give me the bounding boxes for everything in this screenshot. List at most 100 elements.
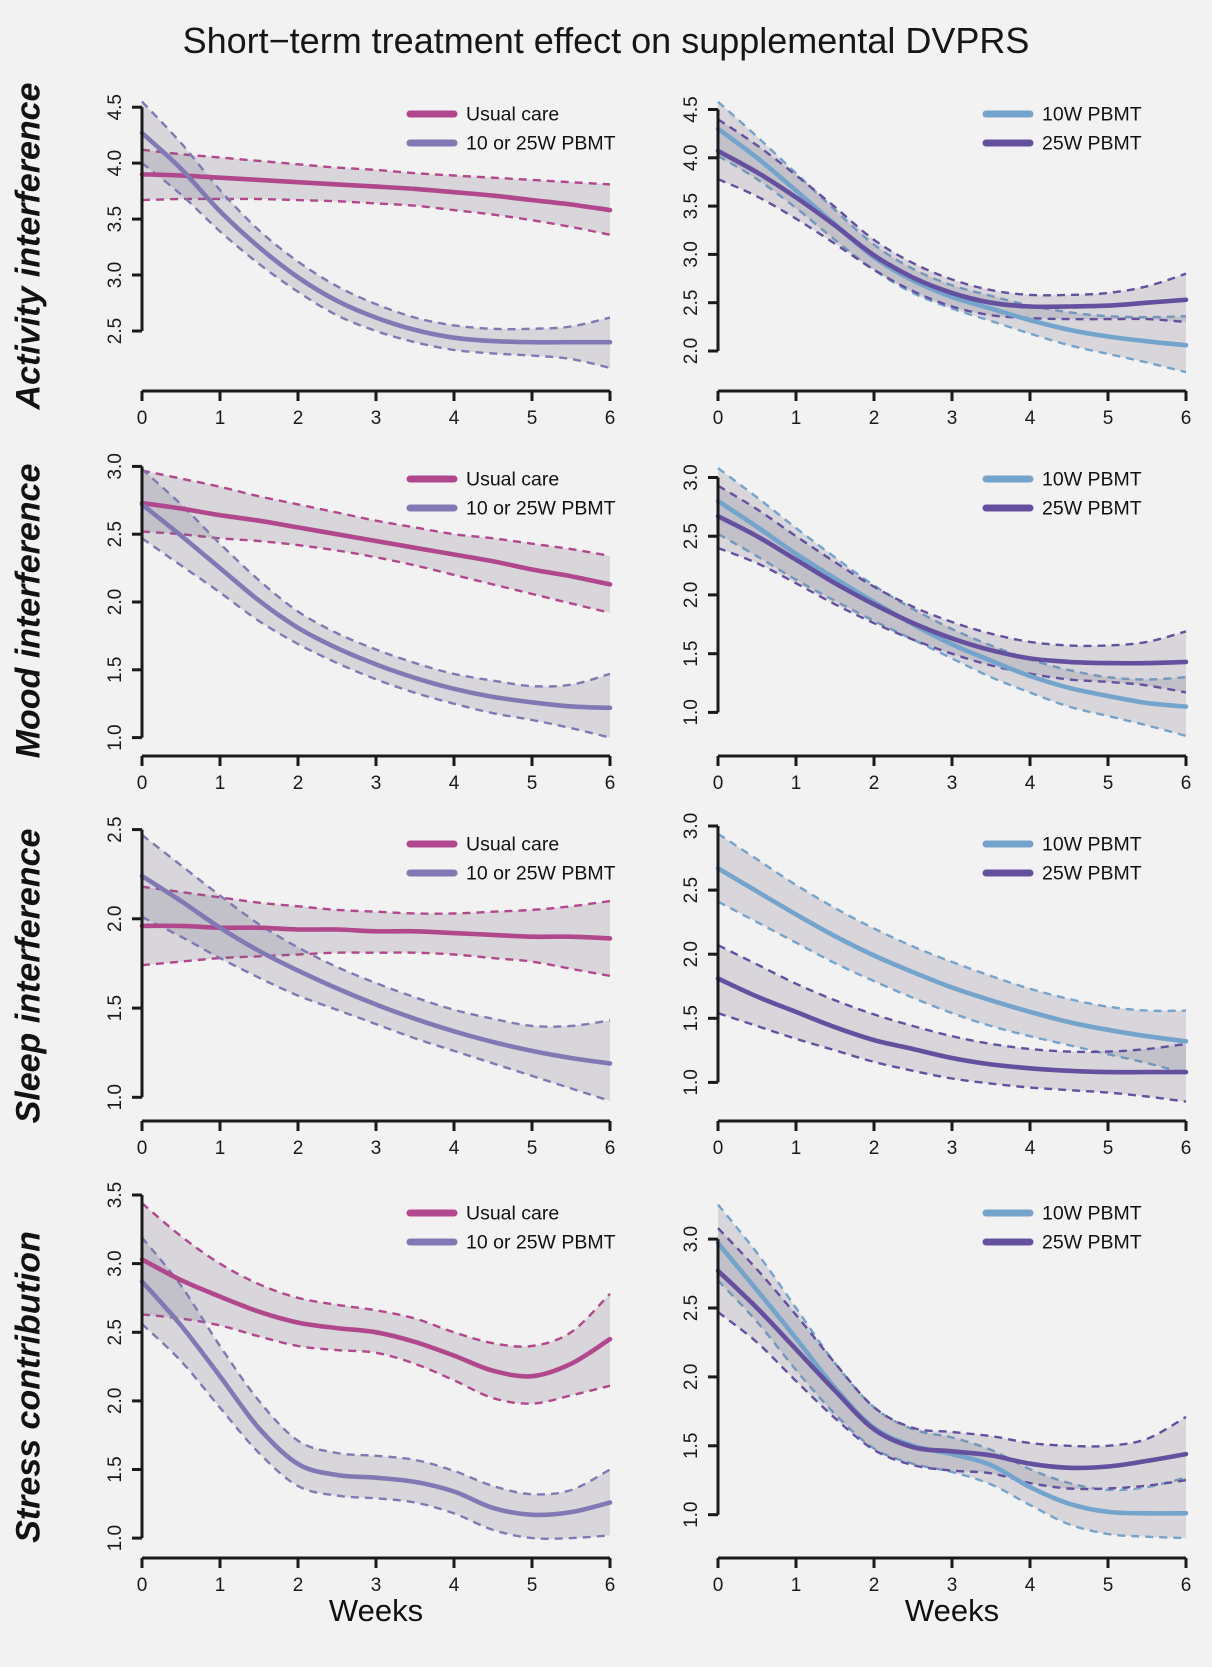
- row-ylabel-col: Stress contribution: [0, 1173, 58, 1638]
- legend-label-0: 10W PBMT: [1042, 104, 1142, 126]
- y-tick-label: 3.0: [681, 464, 702, 490]
- x-tick-label: 0: [137, 1138, 148, 1159]
- ci-band-1: [717, 484, 1187, 694]
- y-tick-label: 3.5: [681, 193, 702, 219]
- x-axis: 0 1 2 3 4 5 6: [713, 754, 1191, 794]
- row-ylabel: Mood interference: [9, 463, 48, 759]
- ci-upper-line: [717, 1203, 1187, 1492]
- y-tick-label: 2.5: [105, 521, 126, 547]
- x-tick-label: 3: [371, 1575, 382, 1596]
- mean-line-0: [715, 498, 1189, 709]
- ci-upper-line: [717, 1227, 1187, 1448]
- ci-lower-line: [717, 900, 1187, 1075]
- x-tick-label: 3: [947, 773, 958, 794]
- ci-upper-line: [717, 118, 1187, 297]
- ci-lower-line: [717, 546, 1187, 694]
- ci-band-0: [141, 148, 611, 236]
- x-tick-label: 0: [713, 408, 724, 429]
- x-tick-label: 6: [605, 408, 616, 429]
- row-ylabel: Sleep interference: [9, 828, 48, 1124]
- y-tick-label: 4.0: [105, 150, 126, 176]
- y-axis: 1.0 1.5 2.0 2.5 3.0: [105, 453, 144, 751]
- x-tick-label: 0: [137, 773, 148, 794]
- x-tick-label: 1: [215, 408, 226, 429]
- x-tick-label: 2: [293, 1138, 304, 1159]
- legend: Usual care 10 or 25W PBMT: [406, 104, 616, 155]
- x-axis-label: Weeks: [905, 1593, 999, 1628]
- y-axis: 1.0 1.5 2.0 2.5 3.0: [681, 464, 720, 726]
- ci-upper-line: [141, 1202, 611, 1348]
- y-axis: 1.0 1.5 2.0 2.5 3.0: [681, 813, 720, 1096]
- y-tick-label: 2.0: [105, 589, 126, 615]
- y-tick-label: 3.0: [681, 813, 702, 839]
- x-tick-label: 0: [713, 773, 724, 794]
- x-tick-label: 3: [371, 408, 382, 429]
- ci-lower-line: [141, 915, 611, 1103]
- legend-label-1: 25W PBMT: [1042, 498, 1142, 520]
- legend-label-1: 10 or 25W PBMT: [466, 863, 616, 885]
- panel-sleep-left-chart: 1.0 1.5 2.0 2.5 0 1 2 3 4 5 6 Usual care 10 or 25W P…: [105, 816, 616, 1159]
- x-tick-label: 2: [869, 1575, 880, 1596]
- y-tick-label: 1.5: [681, 1433, 702, 1459]
- y-tick-label: 3.0: [681, 1226, 702, 1252]
- y-tick-label: 2.5: [681, 877, 702, 903]
- mean-line-0: [139, 172, 613, 213]
- chart-grid: Activity interference 2.5 3.0 3.5 4.0 4.5 0 1 2 3…: [0, 78, 1212, 1638]
- x-tick-label: 0: [713, 1575, 724, 1596]
- mean-line-1: [715, 976, 1189, 1075]
- legend-label-0: 10W PBMT: [1042, 469, 1142, 491]
- ci-band-0: [141, 1202, 611, 1405]
- panel-mood-left: 1.0 1.5 2.0 2.5 3.0 0 1 2 3 4 5 6 Usual care 10 or 25…: [58, 443, 634, 808]
- y-tick-label: 3.0: [105, 1250, 126, 1276]
- mean-line-1: [139, 130, 613, 345]
- legend: Usual care 10 or 25W PBMT: [406, 469, 616, 520]
- mean-line-1: [715, 1268, 1189, 1471]
- x-axis: 0 1 2 3 4 5 6: [713, 389, 1192, 429]
- panel-activity-left-chart: 2.5 3.0 3.5 4.0 4.5 0 1 2 3 4 5 6 Usual care 10 or 25…: [105, 94, 616, 429]
- y-tick-label: 1.5: [105, 657, 126, 683]
- y-tick-label: 2.5: [105, 1319, 126, 1345]
- panel-stress-left: 1.0 1.5 2.0 2.5 3.0 3.5 0 1 2 3 4 5 6 Weeks Usual care…: [58, 1173, 634, 1638]
- x-tick-label: 6: [1181, 408, 1192, 429]
- x-axis-label: Weeks: [329, 1593, 423, 1628]
- ci-lower-line: [717, 178, 1187, 324]
- ci-lower-line: [141, 162, 611, 370]
- x-tick-label: 5: [1103, 1138, 1114, 1159]
- ci-lower-line: [141, 537, 611, 739]
- ci-band-0: [717, 832, 1187, 1075]
- x-tick-label: 6: [605, 1575, 616, 1596]
- y-tick-label: 2.5: [105, 816, 126, 842]
- y-tick-label: 4.0: [681, 145, 702, 171]
- mean-line-1: [139, 502, 613, 711]
- mean-line-0: [715, 866, 1189, 1044]
- chart-row-0: Activity interference 2.5 3.0 3.5 4.0 4.5 0 1 2 3…: [0, 78, 1212, 443]
- x-tick-label: 0: [137, 408, 148, 429]
- ci-lower-line: [717, 1279, 1187, 1540]
- x-tick-label: 1: [791, 408, 802, 429]
- x-tick-label: 4: [449, 1575, 460, 1596]
- panel-sleep-left: 1.0 1.5 2.0 2.5 0 1 2 3 4 5 6 Usual care 10 or 25W P…: [58, 808, 634, 1173]
- ci-band-1: [717, 944, 1187, 1103]
- y-tick-label: 1.0: [105, 724, 126, 750]
- x-tick-label: 5: [527, 408, 538, 429]
- y-tick-label: 3.5: [105, 206, 126, 232]
- y-tick-label: 2.0: [681, 582, 702, 608]
- ci-upper-line: [717, 944, 1187, 1054]
- x-axis: 0 1 2 3 4 5 6: [137, 1119, 615, 1159]
- mean-line-0: [139, 1257, 613, 1379]
- ci-upper-line: [717, 467, 1187, 681]
- panel-mood-left-chart: 1.0 1.5 2.0 2.5 3.0 0 1 2 3 4 5 6 Usual care 10 or 25…: [105, 453, 616, 794]
- y-tick-label: 4.5: [105, 94, 126, 120]
- x-tick-label: 2: [869, 773, 880, 794]
- panel-stress-right: 1.0 1.5 2.0 2.5 3.0 0 1 2 3 4 5 6 Weeks 10W PBMT 25W P…: [634, 1173, 1210, 1638]
- x-tick-label: 5: [527, 1138, 538, 1159]
- ci-upper-line: [717, 832, 1187, 1013]
- y-tick-label: 3.5: [105, 1182, 126, 1208]
- ci-lower-line: [717, 1011, 1187, 1103]
- legend-label-0: Usual care: [466, 469, 559, 491]
- legend-label-1: 10 or 25W PBMT: [466, 1232, 616, 1254]
- ci-lower-line: [141, 1323, 611, 1541]
- x-tick-label: 5: [1103, 1575, 1114, 1596]
- legend: 10W PBMT 25W PBMT: [982, 104, 1142, 155]
- x-tick-label: 1: [215, 773, 226, 794]
